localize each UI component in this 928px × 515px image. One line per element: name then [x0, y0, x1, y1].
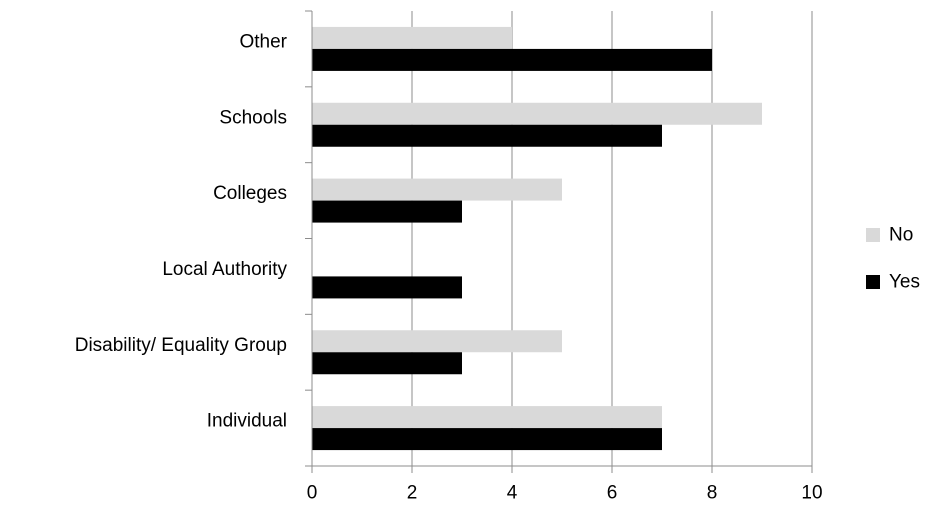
category-label-4: Disability/ Equality Group — [75, 335, 287, 356]
x-tick-label-4: 8 — [707, 483, 718, 504]
bar-yes-3 — [312, 276, 462, 299]
bar-yes-2 — [312, 200, 462, 223]
x-tick-label-3: 6 — [607, 483, 618, 504]
bar-yes-5 — [312, 428, 662, 451]
legend-label-no: No — [889, 225, 913, 246]
bar-yes-1 — [312, 124, 662, 147]
bar-no-4 — [312, 330, 562, 353]
bar-no-1 — [312, 102, 762, 125]
legend-swatch-yes — [866, 275, 880, 289]
x-tick-label-1: 2 — [407, 483, 418, 504]
bars — [312, 26, 762, 451]
bar-no-5 — [312, 406, 662, 429]
category-label-5: Individual — [207, 411, 287, 432]
x-tick-label-2: 4 — [507, 483, 518, 504]
legend-swatch-no — [866, 228, 880, 242]
bar-no-0 — [312, 26, 512, 49]
bar-yes-4 — [312, 352, 462, 375]
category-label-1: Schools — [219, 107, 287, 128]
bar-yes-0 — [312, 48, 712, 71]
category-label-2: Colleges — [213, 183, 287, 204]
x-tick-label-0: 0 — [307, 483, 318, 504]
axes — [305, 10, 813, 473]
tick-labels: 0 2 4 6 8 10 — [307, 483, 823, 504]
category-labels: Other Schools Colleges Local Authority Disab… — [75, 31, 288, 431]
bar-no-2 — [312, 178, 562, 201]
category-label-3: Local Authority — [162, 259, 287, 280]
gridlines — [411, 11, 813, 466]
x-tick-label-5: 10 — [801, 483, 822, 504]
legend: No Yes — [866, 225, 920, 293]
legend-label-yes: Yes — [889, 272, 920, 293]
category-label-0: Other — [239, 31, 287, 52]
